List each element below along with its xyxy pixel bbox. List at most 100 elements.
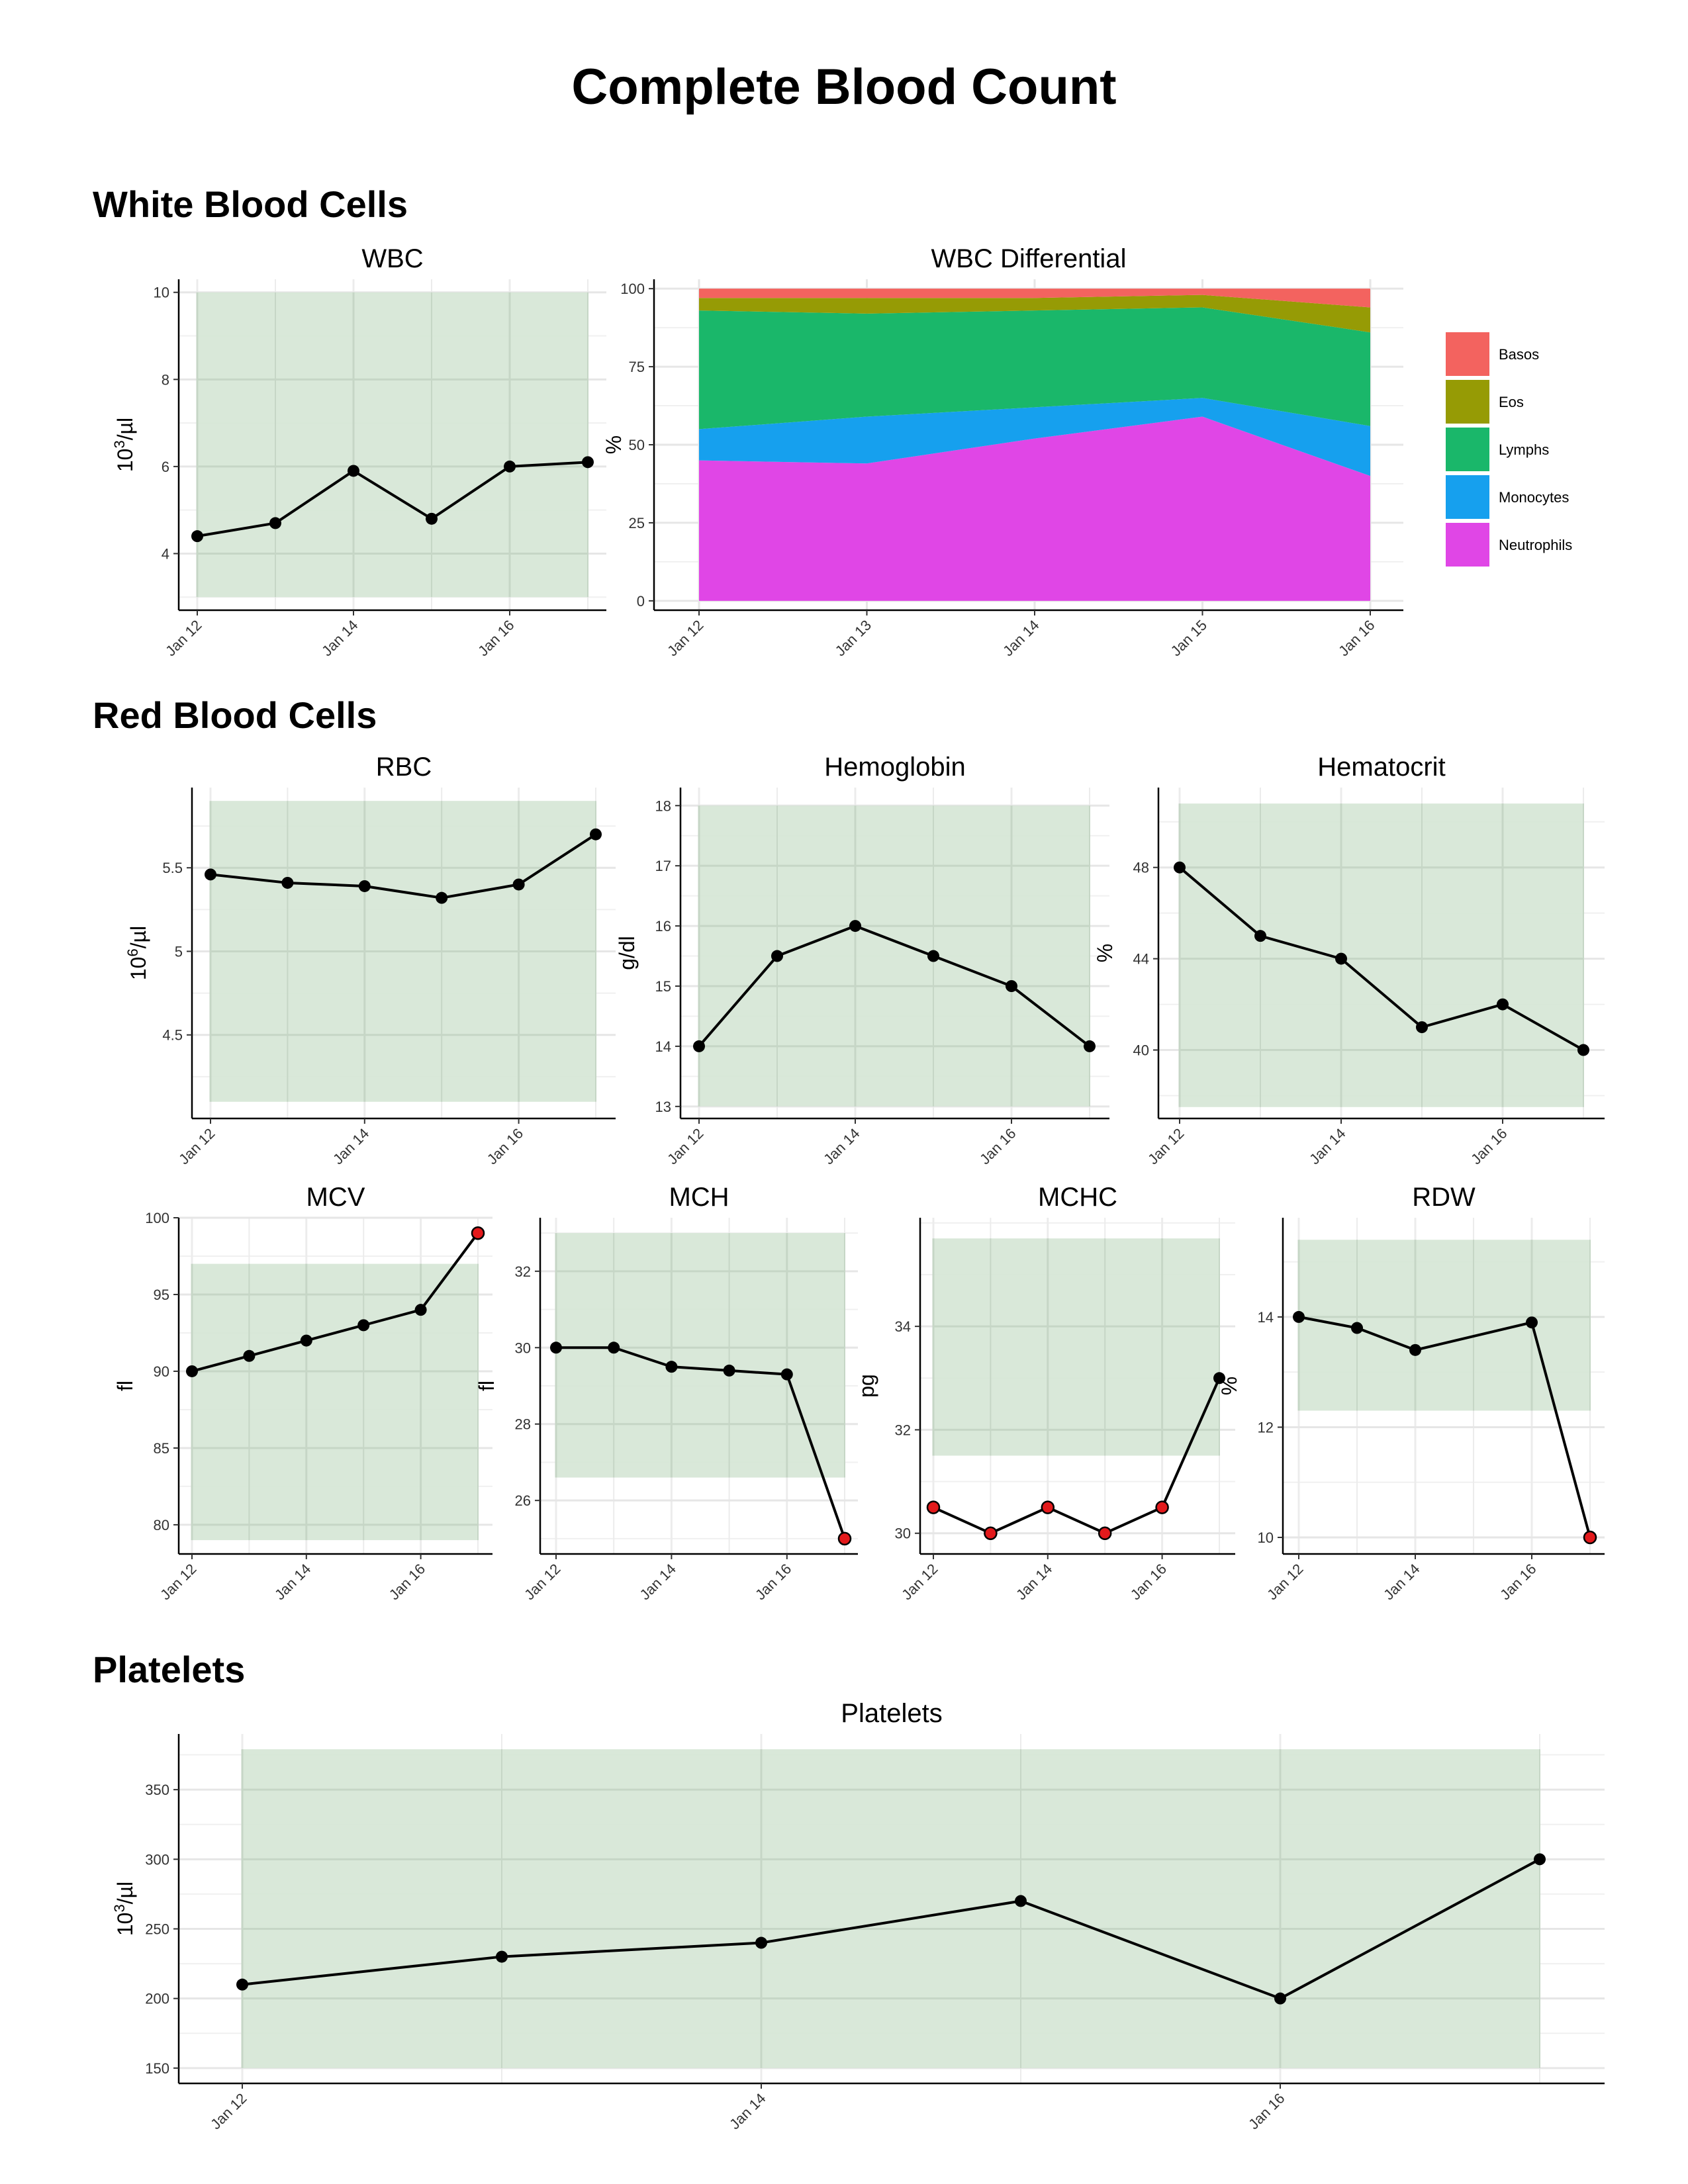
series-line (933, 1377, 1221, 1535)
y-tick-label: 100 (620, 281, 645, 297)
data-point (723, 1364, 735, 1377)
y-tick-label: 8 (162, 371, 169, 388)
x-tick-label: Jan 14 (318, 617, 361, 659)
data-point-abnormal (1155, 1500, 1169, 1514)
data-point (1084, 1040, 1096, 1052)
y-tick-label: 50 (629, 437, 645, 453)
x-tick-label: Jan 16 (484, 1125, 526, 1167)
y-tick-label: 350 (145, 1782, 169, 1798)
y-tick-label: 48 (1133, 860, 1149, 876)
data-point (1274, 1992, 1286, 2005)
y-tick-label: 32 (895, 1422, 911, 1438)
chart-mchc: 30 32 34 Jan 12 Jan 14 Jan 16 MCHC pg (855, 1183, 1235, 1603)
section-title-platelets: Platelets (93, 1649, 246, 1690)
data-point-abnormal (1098, 1526, 1112, 1540)
x-tick-label: Jan 14 (726, 2090, 769, 2132)
y-tick-label: 16 (655, 918, 671, 934)
x-tick-label: Jan 16 (976, 1125, 1019, 1167)
data-point (927, 950, 939, 962)
data-point (849, 920, 861, 933)
data-point (504, 460, 516, 473)
data-point (205, 868, 216, 881)
x-tick-label: Jan 16 (1468, 1125, 1510, 1167)
reference-range-band (1180, 803, 1583, 1107)
legend-swatch-basos (1446, 332, 1489, 376)
series-line (242, 1858, 1540, 2000)
chart-title: RDW (1412, 1183, 1476, 1212)
data-point-abnormal (926, 1500, 941, 1514)
y-tick-label: 95 (154, 1287, 169, 1303)
y-axis-label: fl (475, 1381, 498, 1391)
data-point (414, 1304, 427, 1316)
y-tick-label: 90 (154, 1363, 169, 1380)
y-tick-label: 32 (515, 1263, 531, 1280)
data-point (755, 1936, 767, 1949)
y-tick-label: 10 (1258, 1529, 1274, 1546)
y-tick-label: 18 (655, 797, 671, 814)
y-tick-label: 5.5 (162, 860, 183, 876)
y-tick-label: 30 (895, 1525, 911, 1542)
area-monocytes (699, 398, 1370, 477)
y-tick-label: 10 (154, 285, 169, 301)
y-tick-label: 30 (515, 1340, 531, 1356)
chart-wbc: 4 6 8 10 Jan 12 Jan 14 Jan 16 WBC 103/µl (111, 244, 606, 659)
x-tick-label: Jan 12 (521, 1561, 563, 1603)
x-tick-label: Jan 12 (175, 1125, 218, 1167)
y-tick-label: 34 (895, 1318, 911, 1335)
y-tick-label: 14 (655, 1038, 671, 1055)
data-point (1416, 1021, 1428, 1034)
data-point-abnormal (837, 1531, 852, 1546)
x-tick-label: Jan 14 (637, 1561, 679, 1603)
y-axis-label: g/dl (615, 936, 639, 970)
data-point (1335, 952, 1347, 965)
data-point (357, 1319, 370, 1332)
y-tick-label: 25 (629, 515, 645, 531)
y-tick-label: 6 (162, 459, 169, 475)
chart-mch: 26 28 30 32 Jan 12 Jan 14 Jan 16 MCH fl (475, 1183, 858, 1603)
chart-title: WBC Differential (931, 244, 1127, 273)
data-point (512, 878, 525, 891)
y-axis-label: 106/µl (124, 926, 150, 980)
data-point (608, 1342, 620, 1354)
chart-title: MCHC (1038, 1183, 1117, 1212)
x-tick-label: Jan 14 (820, 1125, 863, 1167)
data-point (665, 1361, 678, 1373)
area-lymphs (699, 307, 1370, 430)
reference-range-band (192, 1263, 478, 1541)
y-tick-label: 26 (515, 1492, 531, 1509)
x-tick-label: Jan 14 (1306, 1125, 1348, 1167)
y-tick-label: 75 (629, 359, 645, 375)
series-line (191, 1232, 479, 1373)
chart-rbc: 4.5 5 5.5 Jan 12 Jan 14 Jan 16 RBC 106/µl (124, 752, 616, 1167)
x-tick-label: Jan 13 (832, 617, 874, 659)
data-point (1526, 1316, 1538, 1329)
data-point (582, 456, 594, 469)
y-axis-label: pg (855, 1374, 878, 1398)
data-point (269, 517, 281, 529)
data-point (1409, 1343, 1421, 1356)
x-tick-label: Jan 12 (157, 1561, 199, 1603)
area-eos (699, 295, 1370, 333)
chart-title: RBC (376, 752, 432, 782)
chart-title: Hematocrit (1317, 752, 1445, 782)
data-point (300, 1334, 312, 1347)
data-point (281, 876, 294, 889)
x-tick-label: Jan 16 (752, 1561, 794, 1603)
chart-plt: 150 200 250 300 350 Jan 12 Jan 14 Jan 16 Platele… (111, 1699, 1605, 2132)
x-tick-label: Jan 16 (475, 617, 517, 659)
y-tick-label: 14 (1258, 1309, 1274, 1326)
series-line (1178, 866, 1584, 1052)
x-tick-label: Jan 16 (1335, 617, 1378, 659)
y-axis-label: % (1093, 944, 1117, 962)
data-point (236, 1978, 248, 1991)
data-point-abnormal (1041, 1500, 1055, 1514)
area-neutrophils (699, 416, 1370, 601)
chart-title: MCH (669, 1183, 729, 1212)
data-point-abnormal (1583, 1530, 1597, 1545)
y-axis-label: fl (113, 1381, 137, 1391)
data-point-abnormal (471, 1226, 485, 1240)
legend-swatch-eos (1446, 380, 1489, 424)
data-point (186, 1365, 198, 1377)
y-tick-label: 80 (154, 1517, 169, 1533)
x-tick-label: Jan 12 (1145, 1125, 1187, 1167)
